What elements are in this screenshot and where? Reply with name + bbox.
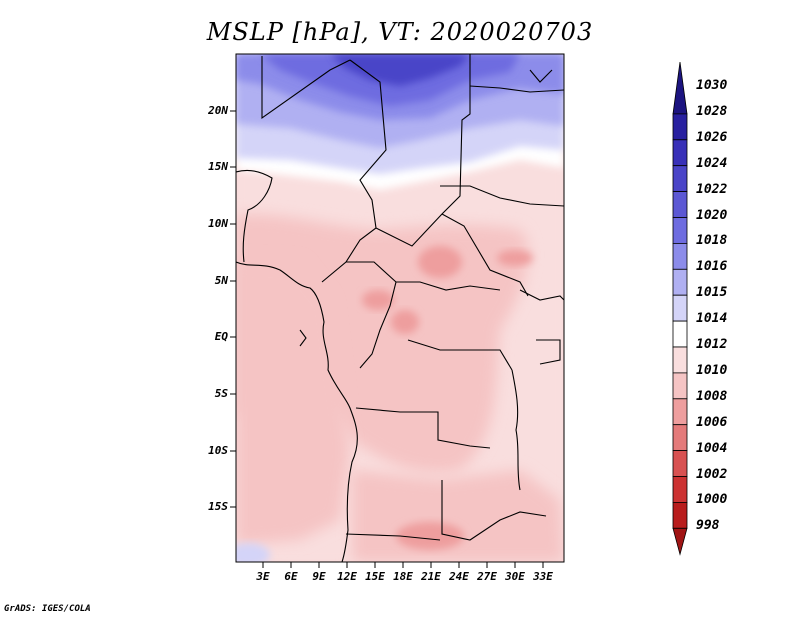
lat-label: 5N — [214, 274, 228, 287]
colorbar-label: 1018 — [696, 233, 728, 249]
colorbar-swatch — [672, 191, 688, 218]
lon-label: 30E — [505, 570, 525, 583]
lon-label: 6E — [284, 570, 298, 583]
lon-label: 3E — [256, 570, 270, 583]
colorbar-swatch — [672, 242, 688, 270]
lat-label: 20N — [208, 104, 228, 117]
lon-label: 24E — [449, 570, 469, 583]
lat-label: 10S — [208, 444, 228, 457]
colorbar-swatch — [672, 320, 688, 348]
lat-label: 5S — [214, 387, 228, 400]
grads-credit: GrADS: IGES/COLA — [4, 604, 91, 614]
lat-label: 15N — [208, 160, 228, 173]
colorbar — [672, 61, 688, 556]
lat-label: 15S — [208, 500, 228, 513]
colorbar-label: 1024 — [696, 155, 728, 171]
colorbar-swatch — [672, 61, 688, 115]
map-title: MSLP [hPa], VT: 2020020703 — [206, 18, 594, 46]
colorbar-label: 1000 — [696, 492, 728, 508]
colorbar-swatch — [672, 527, 688, 556]
colorbar-swatch — [672, 294, 688, 322]
colorbar-label: 1026 — [696, 129, 728, 145]
colorbar-label: 1022 — [696, 181, 728, 197]
colorbar-swatch — [672, 476, 688, 503]
colorbar-label: 1012 — [696, 337, 728, 352]
lon-label: 33E — [533, 570, 553, 583]
colorbar-label: 1020 — [696, 207, 728, 223]
colorbar-label: 1016 — [696, 259, 728, 275]
colorbar-swatch — [672, 346, 688, 374]
colorbar-swatch — [672, 398, 688, 426]
lon-label: 18E — [393, 570, 413, 583]
pressure-field — [236, 54, 564, 562]
colorbar-label: 1008 — [696, 388, 728, 404]
lon-label: 9E — [312, 570, 326, 583]
colorbar-label: 1014 — [696, 311, 728, 327]
colorbar-label: 998 — [696, 518, 720, 534]
colorbar-swatch — [672, 268, 688, 296]
lon-label: 27E — [477, 570, 497, 583]
lon-label: 21E — [421, 570, 441, 583]
colorbar-label: 1028 — [696, 103, 728, 119]
colorbar-swatch — [672, 113, 688, 141]
colorbar-label: 1006 — [696, 414, 728, 430]
colorbar-swatch — [672, 139, 688, 167]
lat-label: 10N — [208, 217, 228, 230]
colorbar-label: 1004 — [696, 440, 728, 456]
lon-label: 12E — [337, 570, 357, 583]
colorbar-label: 1002 — [696, 466, 728, 482]
colorbar-swatch — [672, 372, 688, 400]
coastlines-and-borders — [236, 54, 564, 562]
lon-label: 15E — [365, 570, 385, 583]
colorbar-label: 1015 — [696, 285, 728, 301]
colorbar-swatch — [672, 165, 688, 192]
lat-label: EQ — [214, 330, 228, 343]
colorbar-swatch — [672, 217, 688, 244]
colorbar-swatch — [672, 424, 688, 452]
lon-ticks — [262, 562, 544, 568]
colorbar-label: 1030 — [696, 78, 728, 93]
map-frame — [235, 53, 565, 563]
colorbar-swatch — [672, 450, 688, 477]
lat-ticks — [230, 110, 236, 508]
colorbar-label: 1010 — [696, 362, 728, 378]
colorbar-swatch — [672, 501, 688, 529]
